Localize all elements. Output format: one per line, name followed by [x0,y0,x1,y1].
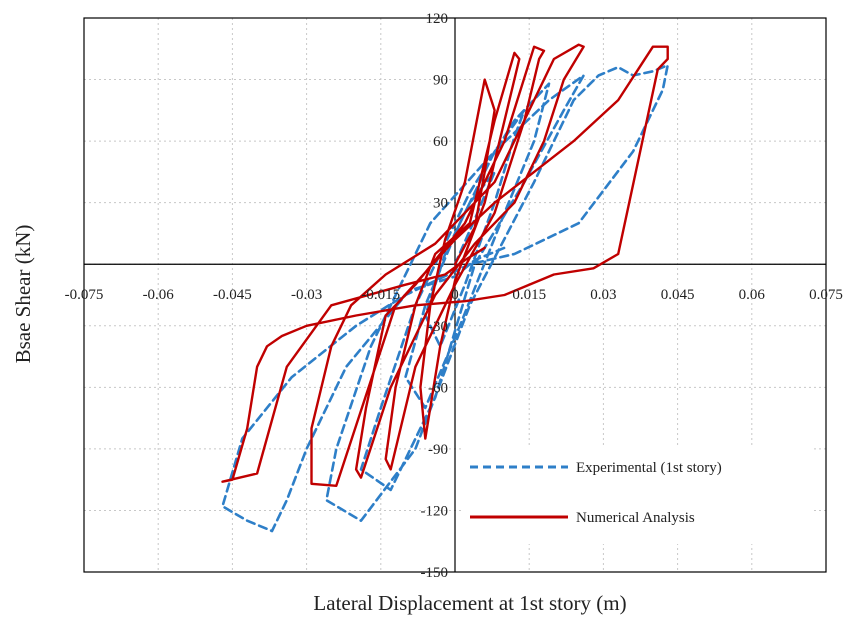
y-tick-label: -150 [421,565,449,581]
series-line-numerical [221,43,669,487]
x-tick-label: 0.06 [739,287,766,303]
legend: Experimental (1st story) Numerical Analy… [462,446,812,544]
x-tick-label: -0.075 [65,287,104,303]
tick-labels: -0.075 -0.06 -0.045 -0.03 -0.015 0 0.015 0.03 0.… [65,11,843,581]
y-tick-label: 90 [433,73,448,89]
x-tick-label: -0.03 [291,287,322,303]
series-group [221,43,670,533]
x-tick-label: 0.03 [590,287,616,303]
x-tick-label: -0.06 [143,287,175,303]
y-axis-title: Bsae Shear (kN) [11,225,35,364]
y-tick-label: -120 [421,503,449,519]
x-tick-label: -0.015 [361,287,400,303]
y-tick-label: -60 [428,380,448,396]
y-tick-label: 30 [433,196,448,212]
y-tick-label: 60 [433,134,448,150]
x-tick-label: -0.045 [213,287,252,303]
x-tick-label: 0.075 [809,287,843,303]
legend-label-experimental: Experimental (1st story) [576,460,722,476]
x-tick-label: 0.045 [661,287,695,303]
x-tick-label: 0 [451,287,459,303]
y-tick-label: -30 [428,319,448,335]
x-tick-label: 0.015 [512,287,546,303]
y-tick-label: 120 [426,11,449,27]
x-axis-title: Lateral Displacement at 1st story (m) [313,591,626,615]
legend-label-numerical: Numerical Analysis [576,510,695,526]
y-tick-label: -90 [428,442,448,458]
legend-box [462,446,812,544]
